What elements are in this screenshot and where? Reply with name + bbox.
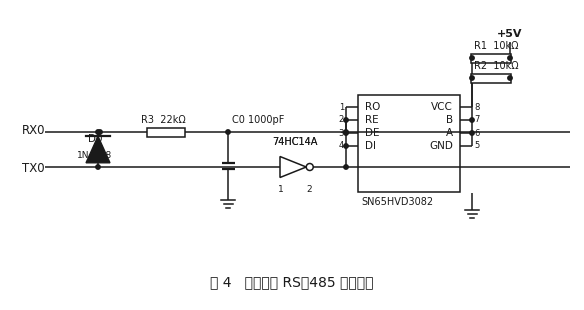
Bar	[358, 95, 460, 192]
Text: 74HC14A: 74HC14A	[272, 137, 318, 147]
Text: 6: 6	[474, 129, 479, 138]
Text: R3  22kΩ: R3 22kΩ	[141, 115, 186, 125]
Text: B: B	[446, 115, 453, 125]
Circle shape	[344, 118, 348, 122]
Text: GND: GND	[429, 141, 453, 151]
Text: 2: 2	[306, 185, 312, 194]
Text: D0: D0	[88, 134, 102, 144]
Circle shape	[508, 76, 512, 80]
Text: C0 1000pF: C0 1000pF	[232, 115, 284, 125]
Text: 2: 2	[339, 116, 344, 125]
Text: 1N4148: 1N4148	[77, 152, 113, 161]
Text: 图 4   零延时的 RS－485 接口电路: 图 4 零延时的 RS－485 接口电路	[210, 275, 374, 289]
Text: 5: 5	[474, 141, 479, 150]
Text: 74HC̅14A: 74HC̅14A	[272, 137, 318, 147]
Polygon shape	[86, 136, 110, 163]
Circle shape	[470, 56, 474, 60]
Circle shape	[470, 118, 474, 122]
Circle shape	[508, 56, 512, 60]
Text: +5V: +5V	[497, 29, 523, 39]
Circle shape	[98, 130, 102, 134]
Bar	[471, 73, 511, 82]
Circle shape	[344, 144, 348, 148]
Text: 4: 4	[339, 141, 344, 150]
Text: R1  10kΩ: R1 10kΩ	[474, 41, 519, 51]
Circle shape	[344, 130, 348, 134]
Text: SN65HVD3082: SN65HVD3082	[361, 197, 433, 207]
Circle shape	[470, 76, 474, 80]
Text: 1: 1	[339, 103, 344, 112]
Circle shape	[226, 130, 230, 134]
Bar	[147, 127, 185, 136]
Circle shape	[96, 165, 100, 169]
Text: RE: RE	[365, 115, 378, 125]
Text: 7: 7	[474, 116, 479, 125]
Circle shape	[344, 131, 348, 135]
Text: R2  10kΩ: R2 10kΩ	[474, 61, 519, 71]
Polygon shape	[280, 157, 306, 178]
Text: RX0: RX0	[22, 125, 46, 138]
Text: A: A	[446, 128, 453, 138]
Text: RO: RO	[365, 102, 380, 112]
Text: DE: DE	[365, 128, 380, 138]
Text: 3: 3	[339, 129, 344, 138]
Circle shape	[470, 131, 474, 135]
Circle shape	[344, 165, 348, 169]
Text: VCC: VCC	[431, 102, 453, 112]
Text: DI: DI	[365, 141, 376, 151]
Text: 1: 1	[278, 185, 284, 194]
Bar	[471, 54, 511, 63]
Circle shape	[306, 163, 313, 170]
Circle shape	[96, 130, 100, 134]
Text: 8: 8	[474, 103, 479, 112]
Text: TX0: TX0	[22, 162, 44, 175]
